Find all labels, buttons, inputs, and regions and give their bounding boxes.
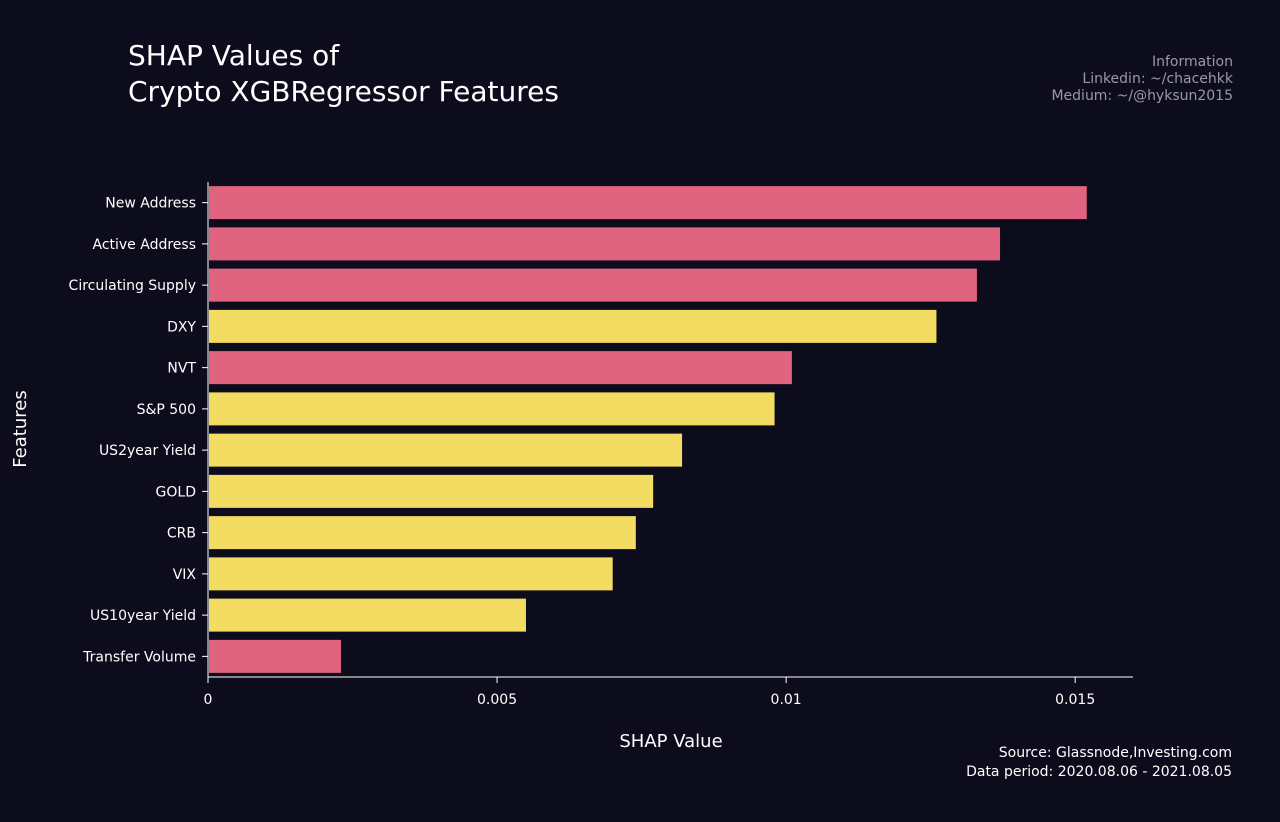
bar-gold [209,474,654,508]
y-tick-label: VIX [173,567,197,583]
bar-circulating-supply [209,268,977,302]
bar-crb [209,516,636,550]
bar-dxy [209,309,937,343]
x-tick-label: 0.005 [477,692,517,708]
bar-vix [209,557,613,591]
y-tick-label: US2year Yield [99,443,196,459]
info-heading: Information [1151,54,1233,70]
bar-s-p-500 [209,392,775,426]
source-line: Source: Glassnode,Investing.com [998,745,1232,761]
y-tick-label: Circulating Supply [69,278,196,294]
bar-transfer-volume [209,639,341,673]
info-medium: Medium: ~/@hyksun2015 [1051,88,1233,104]
y-tick-label: New Address [105,196,196,212]
info-block: Information Linkedin: ~/chacehkk Medium:… [1051,54,1233,105]
data-period-line: Data period: 2020.08.06 - 2021.08.05 [966,764,1232,780]
bars-layer [209,186,1087,673]
y-axis-title: Features [10,390,31,467]
y-axis-ticks: New Address Active Address Circulating Sup… [69,196,208,665]
y-tick-label: GOLD [156,484,196,500]
x-tick-label: 0.01 [771,692,802,708]
y-tick-label: CRB [167,526,196,542]
y-tick-label: NVT [167,361,196,377]
x-tick-label: 0.015 [1055,692,1095,708]
chart-title-line-1: SHAP Values of [128,39,340,72]
bar-us2year-yield [209,433,683,467]
x-tick-label: 0 [204,692,213,708]
x-axis-ticks: 0 0.005 0.01 0.015 [204,677,1095,708]
bar-us10year-yield [209,598,526,632]
bar-new-address [209,186,1087,220]
bar-nvt [209,351,792,385]
chart-title: SHAP Values of Crypto XGBRegressor Featu… [128,38,559,110]
x-axis-title: SHAP Value [619,731,722,752]
chart-title-line-2: Crypto XGBRegressor Features [128,75,559,108]
info-linkedin: Linkedin: ~/chacehkk [1082,71,1233,87]
y-tick-label: S&P 500 [137,402,196,418]
source-block: Source: Glassnode,Investing.com Data per… [966,744,1232,782]
y-tick-label: Active Address [92,237,196,253]
bar-active-address [209,227,1001,261]
y-tick-label: US10year Yield [90,608,196,624]
y-tick-label: Transfer Volume [82,649,196,665]
y-tick-label: DXY [167,319,196,335]
